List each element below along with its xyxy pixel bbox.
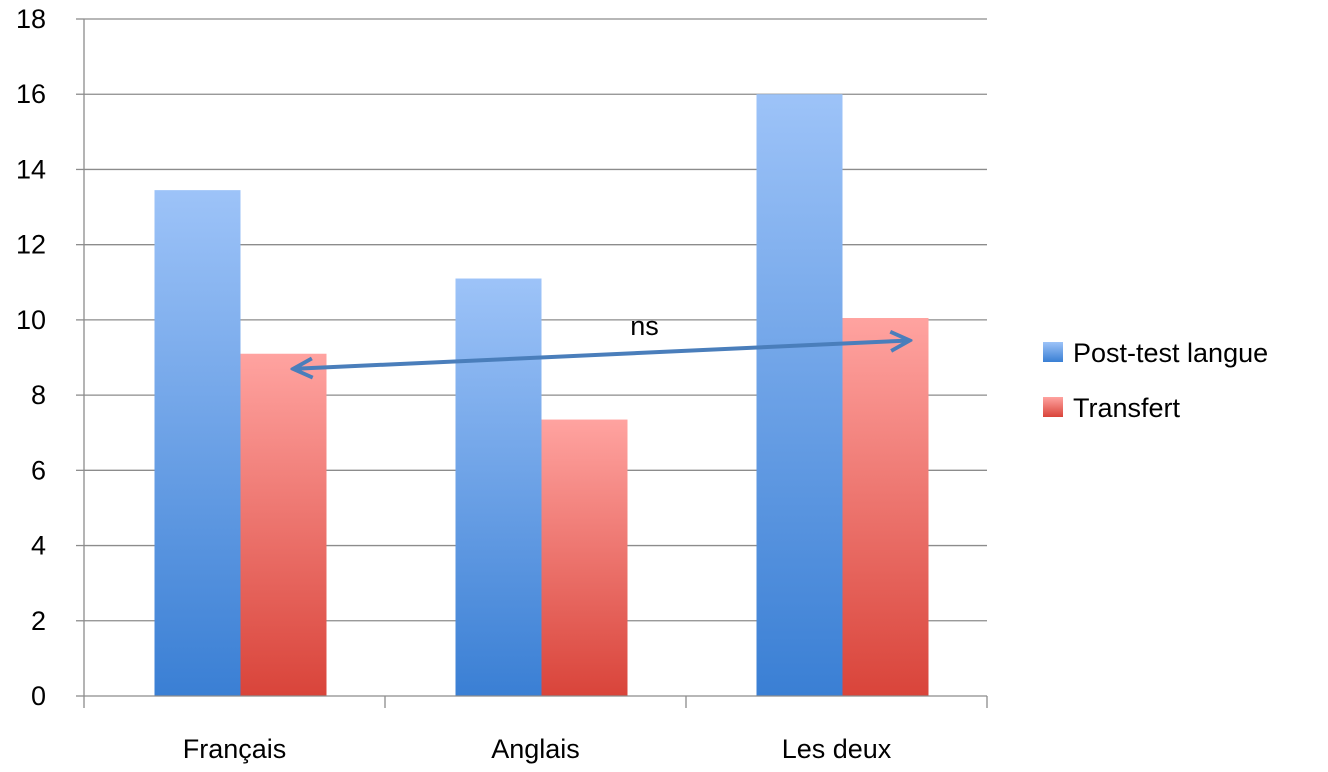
bar (756, 94, 843, 696)
bar (154, 190, 241, 696)
y-tick-label: 6 (31, 455, 46, 485)
y-tick-label: 10 (16, 305, 46, 335)
bar (842, 318, 929, 696)
axis-labels: 0 2 4 6 8 10 12 14 16 18 Français Anglais Les deux (16, 4, 892, 764)
y-tick-label: 8 (31, 380, 46, 410)
x-tick-label: Les deux (782, 734, 892, 764)
bar (541, 419, 628, 696)
significance-arrow (296, 341, 908, 369)
x-tick-label: Anglais (491, 734, 580, 764)
bar (240, 353, 327, 696)
y-tick-label: 18 (16, 4, 46, 34)
legend-swatch (1043, 342, 1063, 362)
legend-label: Transfert (1073, 393, 1181, 423)
y-tick-label: 0 (31, 681, 46, 711)
legend-label: Post-test langue (1073, 338, 1268, 368)
axes (76, 18, 988, 708)
legend-swatch (1043, 397, 1063, 417)
y-tick-label: 2 (31, 606, 46, 636)
bar (455, 278, 542, 696)
y-tick-label: 4 (31, 531, 46, 561)
y-tick-label: 16 (16, 79, 46, 109)
annotation: ns (296, 311, 908, 369)
x-tick-label: Français (183, 734, 287, 764)
annotation-label: ns (630, 311, 659, 341)
y-tick-label: 12 (16, 230, 46, 260)
y-tick-label: 14 (16, 154, 46, 184)
bars (154, 94, 929, 696)
legend: Post-test langue Transfert (1043, 338, 1268, 423)
